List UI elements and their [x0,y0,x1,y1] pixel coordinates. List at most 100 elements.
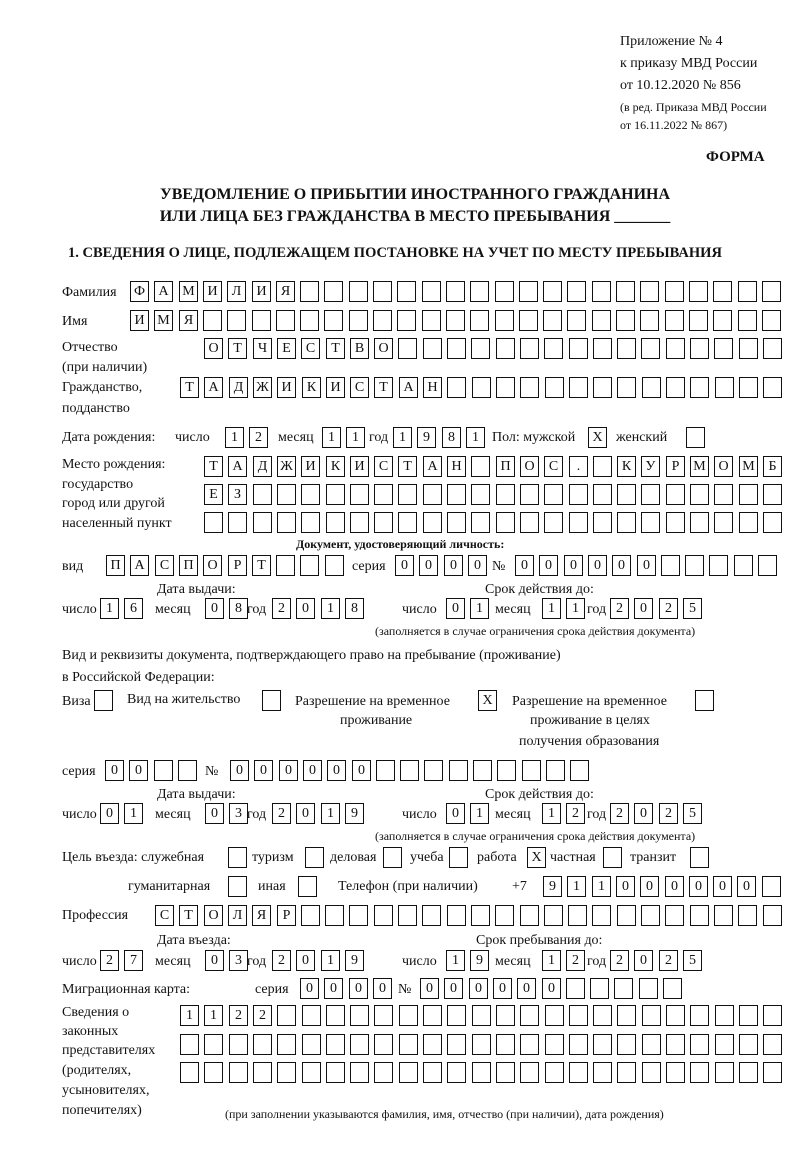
cell-surname[interactable] [324,281,343,302]
cell-reps-2[interactable] [472,1034,491,1055]
cell-birth-day[interactable]: 1 [225,427,244,448]
cell-citizenship[interactable]: Н [423,377,442,398]
cell-birth-place-3[interactable] [374,512,393,533]
cell-stay-until-year[interactable]: 2 [659,950,678,971]
cell-birth-place-3[interactable] [690,512,709,533]
cell-citizenship[interactable]: К [302,377,321,398]
cell-profession[interactable] [641,905,660,926]
cell-reps-3[interactable] [302,1062,321,1083]
cell-birth-place-3[interactable] [520,512,539,533]
cell-birth-place-2[interactable] [471,484,490,505]
cell-doc-type[interactable]: Т [252,555,271,576]
cell-stay-number[interactable]: 0 [230,760,249,781]
cell-stay-until-year[interactable]: 5 [683,950,702,971]
cell-name[interactable]: М [154,310,173,331]
cell-reps-1[interactable] [326,1005,345,1026]
cell-doc-type[interactable]: А [130,555,149,576]
cell-reps-1[interactable] [690,1005,709,1026]
cell-doc-issue-day[interactable]: 6 [124,598,143,619]
cell-birth-place-2[interactable] [301,484,320,505]
cell-reps-3[interactable] [593,1062,612,1083]
cell-patronymic[interactable] [666,338,685,359]
cell-stay-issue-day[interactable]: 0 [100,803,119,824]
cell-phone[interactable]: 9 [543,876,562,897]
cell-surname[interactable] [592,281,611,302]
cell-birth-place-3[interactable] [763,512,782,533]
cell-stay-number[interactable]: 0 [254,760,273,781]
cell-profession[interactable] [471,905,490,926]
cell-patronymic[interactable]: О [374,338,393,359]
cell-profession[interactable] [544,905,563,926]
checkbox-purpose-work[interactable]: X [527,847,546,868]
cell-birth-place-1[interactable]: Т [398,456,417,477]
cell-surname[interactable] [519,281,538,302]
cell-doc-valid-day[interactable]: 1 [470,598,489,619]
cell-citizenship[interactable] [520,377,539,398]
cell-surname[interactable] [713,281,732,302]
cell-birth-place-1[interactable]: Д [253,456,272,477]
cell-reps-2[interactable] [569,1034,588,1055]
cell-birth-place-2[interactable] [374,484,393,505]
cell-doc-valid-month[interactable]: 1 [542,598,561,619]
cell-mig-number[interactable]: 0 [493,978,512,999]
cell-profession[interactable] [665,905,684,926]
cell-doc-valid-year[interactable]: 0 [634,598,653,619]
cell-birth-place-1[interactable]: А [228,456,247,477]
cell-reps-3[interactable] [350,1062,369,1083]
cell-birth-place-2[interactable] [253,484,272,505]
cell-phone[interactable]: 0 [737,876,756,897]
checkbox-purpose-business[interactable] [383,847,402,868]
cell-reps-2[interactable] [350,1034,369,1055]
cell-profession[interactable] [617,905,636,926]
cell-doc-valid-month[interactable]: 1 [566,598,585,619]
cell-doc-series[interactable]: 0 [395,555,414,576]
cell-birth-place-1[interactable]: О [520,456,539,477]
cell-birth-place-1[interactable]: И [350,456,369,477]
cell-mig-number[interactable]: 0 [542,978,561,999]
cell-reps-1[interactable]: 2 [253,1005,272,1026]
cell-birth-place-2[interactable] [569,484,588,505]
cell-stay-number[interactable] [522,760,541,781]
checkbox-purpose-service[interactable] [228,847,247,868]
cell-profession[interactable] [714,905,733,926]
cell-profession[interactable]: Л [228,905,247,926]
cell-name[interactable] [276,310,295,331]
cell-stay-number[interactable] [497,760,516,781]
cell-reps-2[interactable] [180,1034,199,1055]
cell-reps-1[interactable] [472,1005,491,1026]
cell-birth-place-1[interactable]: Ж [277,456,296,477]
cell-profession[interactable] [690,905,709,926]
cell-doc-valid-day[interactable]: 0 [446,598,465,619]
checkbox-trp[interactable]: X [478,690,497,711]
cell-patronymic[interactable] [520,338,539,359]
cell-doc-type[interactable]: Р [228,555,247,576]
cell-surname[interactable]: М [179,281,198,302]
cell-reps-1[interactable]: 2 [229,1005,248,1026]
cell-name[interactable] [762,310,781,331]
cell-name[interactable] [349,310,368,331]
cell-reps-2[interactable] [399,1034,418,1055]
cell-doc-valid-year[interactable]: 5 [683,598,702,619]
cell-stay-until-day[interactable]: 9 [470,950,489,971]
cell-profession[interactable]: С [155,905,174,926]
cell-phone[interactable]: 0 [640,876,659,897]
cell-birth-place-3[interactable] [423,512,442,533]
cell-profession[interactable] [738,905,757,926]
cell-doc-series[interactable]: 0 [419,555,438,576]
cell-reps-3[interactable] [472,1062,491,1083]
cell-birth-place-3[interactable] [496,512,515,533]
cell-birth-year[interactable]: 1 [466,427,485,448]
cell-mig-series[interactable]: 0 [373,978,392,999]
cell-stay-number[interactable] [400,760,419,781]
cell-doc-number[interactable] [685,555,704,576]
cell-stay-until-year[interactable]: 0 [634,950,653,971]
cell-reps-1[interactable] [545,1005,564,1026]
cell-phone[interactable]: 1 [592,876,611,897]
cell-stay-number[interactable] [376,760,395,781]
cell-reps-3[interactable] [569,1062,588,1083]
cell-reps-2[interactable] [277,1034,296,1055]
cell-mig-number[interactable] [590,978,609,999]
cell-profession[interactable] [447,905,466,926]
cell-name[interactable] [665,310,684,331]
cell-patronymic[interactable] [763,338,782,359]
